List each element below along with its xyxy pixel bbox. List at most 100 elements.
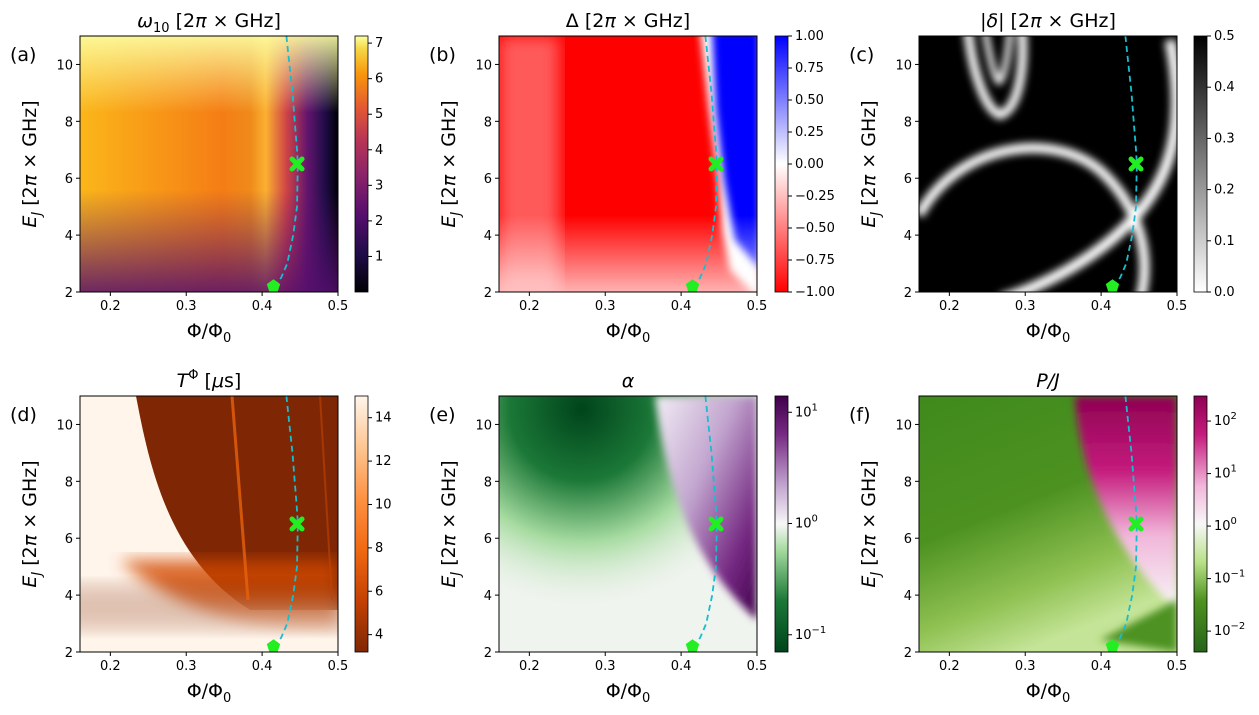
x-tick-label: 0.2 — [519, 659, 540, 674]
colorbar — [1193, 35, 1208, 293]
colorbar-tick-label: −0.75 — [795, 253, 835, 268]
colorbar-tick-label: 6 — [375, 72, 383, 87]
x-marker — [708, 156, 724, 172]
y-tick-label: 4 — [484, 229, 492, 244]
pentagon-marker — [266, 639, 281, 652]
colorbar-tick-label: 10−1 — [795, 625, 826, 643]
panel-title: ω10 [2π × GHz] — [137, 10, 281, 36]
axes-frame — [918, 35, 1178, 293]
colorbar-tick-label: 10−2 — [1214, 621, 1245, 639]
colorbar-tick-label: 0.75 — [795, 61, 824, 76]
axes-frame — [79, 395, 339, 653]
colorbar-tick-label: 100 — [1214, 516, 1237, 534]
colorbar-tick-label: 12 — [375, 454, 392, 469]
y-axis-label: EJ [2π × GHz] — [858, 100, 884, 227]
x-tick-label: 0.4 — [671, 299, 692, 314]
y-tick-label: 10 — [56, 418, 73, 433]
y-tick-label: 8 — [65, 115, 73, 130]
panel-label: (f) — [849, 404, 871, 426]
panel-title: TΦ [μs] — [177, 368, 242, 392]
y-tick-label: 4 — [65, 229, 73, 244]
colorbar-tick-label: 3 — [375, 178, 383, 193]
y-axis-label: EJ [2π × GHz] — [438, 100, 464, 227]
x-tick-label: 0.4 — [252, 299, 273, 314]
y-axis-label: EJ [2π × GHz] — [858, 460, 884, 587]
dashed-curve — [691, 396, 718, 647]
x-tick-label: 0.2 — [100, 299, 121, 314]
axes-frame — [918, 395, 1178, 653]
y-tick-label: 10 — [895, 418, 912, 433]
y-tick-label: 4 — [484, 589, 492, 604]
x-marker — [1128, 156, 1144, 172]
y-tick-label: 2 — [484, 286, 492, 301]
x-tick-label: 0.5 — [1167, 299, 1188, 314]
y-tick-label: 10 — [475, 58, 492, 73]
overlay-group — [266, 396, 305, 652]
panel-c: 0.2 0.3 0.4 0.5 2 4 6 8 10 |δ| [2π × GHz] Φ/Φ0 EJ [… — [849, 10, 1235, 346]
y-tick-label: 10 — [475, 418, 492, 433]
pentagon-marker — [685, 279, 700, 292]
colorbar-tick-label: −0.50 — [795, 221, 835, 236]
x-tick-label: 0.5 — [1167, 659, 1188, 674]
overlay-group — [1105, 36, 1144, 292]
y-tick-label: 8 — [65, 475, 73, 490]
y-tick-label: 2 — [65, 286, 73, 301]
panel-label: (d) — [10, 404, 37, 426]
axes-frame — [79, 35, 339, 293]
y-axis-label: EJ [2π × GHz] — [19, 460, 45, 587]
colorbar-tick-label: 0.3 — [1214, 131, 1235, 146]
axes-frame — [498, 395, 758, 653]
x-tick-label: 0.5 — [328, 659, 349, 674]
colorbar-tick-label: 0.4 — [1214, 80, 1235, 95]
x-tick-label: 0.3 — [595, 659, 616, 674]
x-tick-label: 0.4 — [1091, 299, 1112, 314]
colorbar-tick-label: 8 — [375, 541, 383, 556]
panel-f: 0.2 0.3 0.4 0.5 2 4 6 8 10 P/J Φ/Φ0 EJ [2π × GHz] (f… — [849, 370, 1245, 706]
colorbar-tick-label: 10−1 — [1214, 569, 1245, 587]
x-axis-label: Φ/Φ0 — [187, 680, 232, 706]
y-tick-label: 2 — [484, 646, 492, 661]
panel-label: (a) — [10, 44, 36, 66]
x-marker — [1128, 516, 1144, 532]
colorbar-tick-label: 0.1 — [1214, 234, 1235, 249]
panel-title: Δ [2π × GHz] — [566, 10, 690, 32]
x-axis-label: Φ/Φ0 — [1026, 680, 1071, 706]
y-tick-label: 6 — [65, 532, 73, 547]
overlay-group — [685, 36, 724, 292]
colorbar-tick-label: 101 — [1214, 464, 1237, 482]
y-tick-label: 2 — [904, 646, 912, 661]
colorbar — [774, 35, 789, 293]
colorbar-tick-label: 7 — [375, 36, 383, 51]
x-tick-label: 0.2 — [100, 659, 121, 674]
y-tick-label: 6 — [484, 172, 492, 187]
colorbar-tick-label: 2 — [375, 214, 383, 229]
x-tick-label: 0.4 — [671, 659, 692, 674]
colorbar — [1193, 395, 1208, 653]
x-tick-label: 0.4 — [252, 659, 273, 674]
x-axis-label: Φ/Φ0 — [606, 680, 651, 706]
colorbar-tick-label: 0.50 — [795, 93, 824, 108]
pentagon-marker — [685, 639, 700, 652]
y-tick-label: 8 — [484, 475, 492, 490]
colorbar-tick-label: 1 — [375, 249, 383, 264]
colorbar — [354, 395, 369, 653]
panel-label: (c) — [849, 44, 874, 66]
colorbar-tick-label: 4 — [375, 628, 383, 643]
x-axis-label: Φ/Φ0 — [606, 320, 651, 346]
colorbar — [774, 395, 789, 653]
x-tick-label: 0.3 — [1015, 299, 1036, 314]
y-tick-label: 6 — [904, 532, 912, 547]
overlay-group — [266, 36, 305, 292]
colorbar-tick-label: 101 — [795, 402, 818, 420]
y-tick-label: 6 — [904, 172, 912, 187]
x-axis-label: Φ/Φ0 — [1026, 320, 1071, 346]
colorbar-tick-label: 0.0 — [1214, 285, 1235, 300]
panel-f-heatmap — [919, 396, 1177, 652]
colorbar-tick-label: 0.5 — [1214, 29, 1235, 44]
colorbar-tick-label: 0.00 — [795, 157, 824, 172]
colorbar-tick-label: 0.25 — [795, 125, 824, 140]
colorbar-tick-label: 100 — [795, 514, 818, 532]
pentagon-marker — [266, 279, 281, 292]
x-marker — [289, 516, 305, 532]
